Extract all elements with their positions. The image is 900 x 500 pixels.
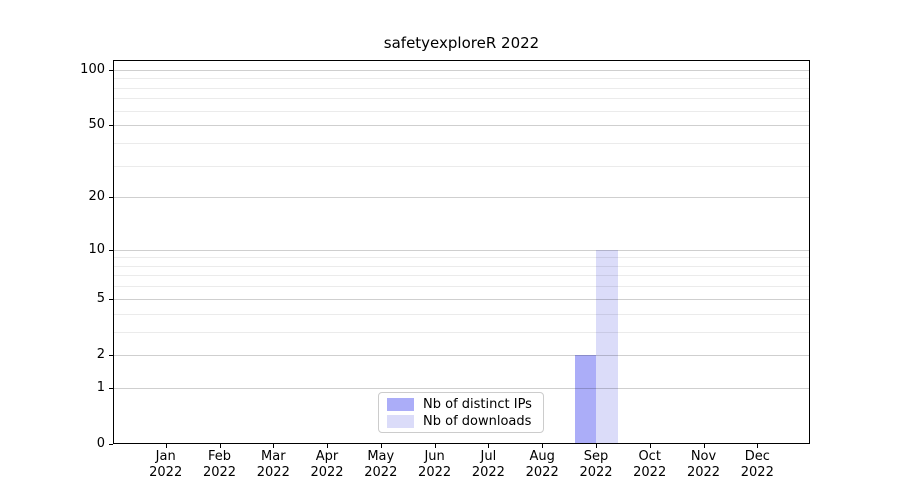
y-tick-20	[109, 197, 113, 199]
x-tick-label-jun-2022: Jun 2022	[418, 449, 452, 480]
x-tick-label-jan-2022: Jan 2022	[149, 449, 183, 480]
y-tick-label-1: 1	[96, 379, 105, 395]
chart-title: safetyexploreR 2022	[383, 34, 540, 52]
x-tick-sep-2022	[596, 444, 597, 448]
x-tick-feb-2022	[219, 444, 221, 448]
x-tick-label-apr-2022: Apr 2022	[310, 449, 344, 480]
legend: Nb of distinct IPs Nb of downloads	[378, 392, 544, 433]
y-tick-label-0: 0	[96, 436, 105, 451]
y-tick-label-50: 50	[88, 117, 105, 133]
bar-nb-of-downloads-sep-2022	[596, 249, 618, 444]
y-tick-50	[109, 125, 113, 127]
y-tick-1	[109, 387, 113, 389]
x-tick-label-oct-2022: Oct 2022	[633, 449, 667, 480]
y-gridline-minor-80	[114, 87, 809, 89]
y-gridline-major-1	[114, 387, 809, 389]
legend-item-downloads: Nb of downloads	[387, 414, 543, 429]
x-tick-aug-2022	[542, 444, 544, 448]
y-gridline-minor-9	[114, 257, 809, 259]
x-tick-dec-2022	[757, 444, 759, 448]
x-tick-label-nov-2022: Nov 2022	[686, 449, 721, 480]
x-tick-label-aug-2022: Aug 2022	[525, 449, 559, 480]
x-tick-apr-2022	[327, 444, 328, 448]
y-tick-label-20: 20	[88, 189, 105, 205]
y-gridline-minor-6	[114, 286, 809, 288]
legend-item-distinct-ips: Nb of distinct IPs	[387, 397, 543, 412]
y-gridline-minor-30	[114, 165, 809, 167]
x-tick-nov-2022	[703, 444, 705, 448]
y-gridline-major-10	[114, 249, 809, 251]
y-tick-5	[109, 298, 113, 300]
y-gridline-major-50	[114, 125, 809, 127]
y-tick-label-100: 100	[80, 61, 105, 77]
x-tick-may-2022	[380, 444, 382, 448]
legend-swatch-distinct-ips	[387, 397, 414, 411]
y-tick-0	[109, 444, 113, 445]
x-tick-label-may-2022: May 2022	[364, 449, 398, 480]
x-tick-label-feb-2022: Feb 2022	[202, 449, 237, 480]
y-gridline-major-5	[114, 298, 809, 300]
y-gridline-minor-8	[114, 265, 809, 267]
y-tick-10	[109, 249, 113, 251]
x-tick-mar-2022	[273, 444, 275, 448]
y-tick-100	[109, 69, 113, 71]
y-gridline-major-20	[114, 197, 809, 199]
legend-label-distinct-ips: Nb of distinct IPs	[423, 396, 532, 412]
y-gridline-minor-4	[114, 313, 809, 315]
x-tick-jul-2022	[488, 444, 490, 448]
x-tick-oct-2022	[649, 444, 651, 448]
legend-label-downloads: Nb of downloads	[423, 413, 532, 429]
y-gridline-minor-70	[114, 98, 809, 100]
y-tick-label-10: 10	[88, 241, 105, 257]
x-tick-label-dec-2022: Dec 2022	[740, 449, 774, 480]
x-tick-jan-2022	[165, 444, 167, 448]
y-tick-2	[109, 354, 113, 356]
y-gridline-minor-40	[114, 142, 809, 144]
y-tick-label-5: 5	[96, 290, 105, 306]
plot-border	[113, 60, 810, 444]
y-gridline-minor-7	[114, 275, 809, 277]
y-gridline-major-100	[114, 69, 809, 71]
x-tick-label-mar-2022: Mar 2022	[256, 449, 290, 480]
y-gridline-minor-90	[114, 78, 809, 80]
y-tick-label-2: 2	[96, 346, 105, 362]
x-tick-label-jul-2022: Jul 2022	[471, 449, 505, 480]
legend-swatch-downloads	[387, 414, 414, 428]
y-gridline-minor-60	[114, 110, 809, 112]
y-gridline-minor-3	[114, 331, 809, 333]
bar-nb-of-distinct-ips-sep-2022	[574, 354, 596, 444]
x-tick-jun-2022	[434, 444, 436, 448]
y-gridline-major-2	[114, 354, 809, 356]
x-tick-label-sep-2022: Sep 2022	[579, 449, 613, 480]
